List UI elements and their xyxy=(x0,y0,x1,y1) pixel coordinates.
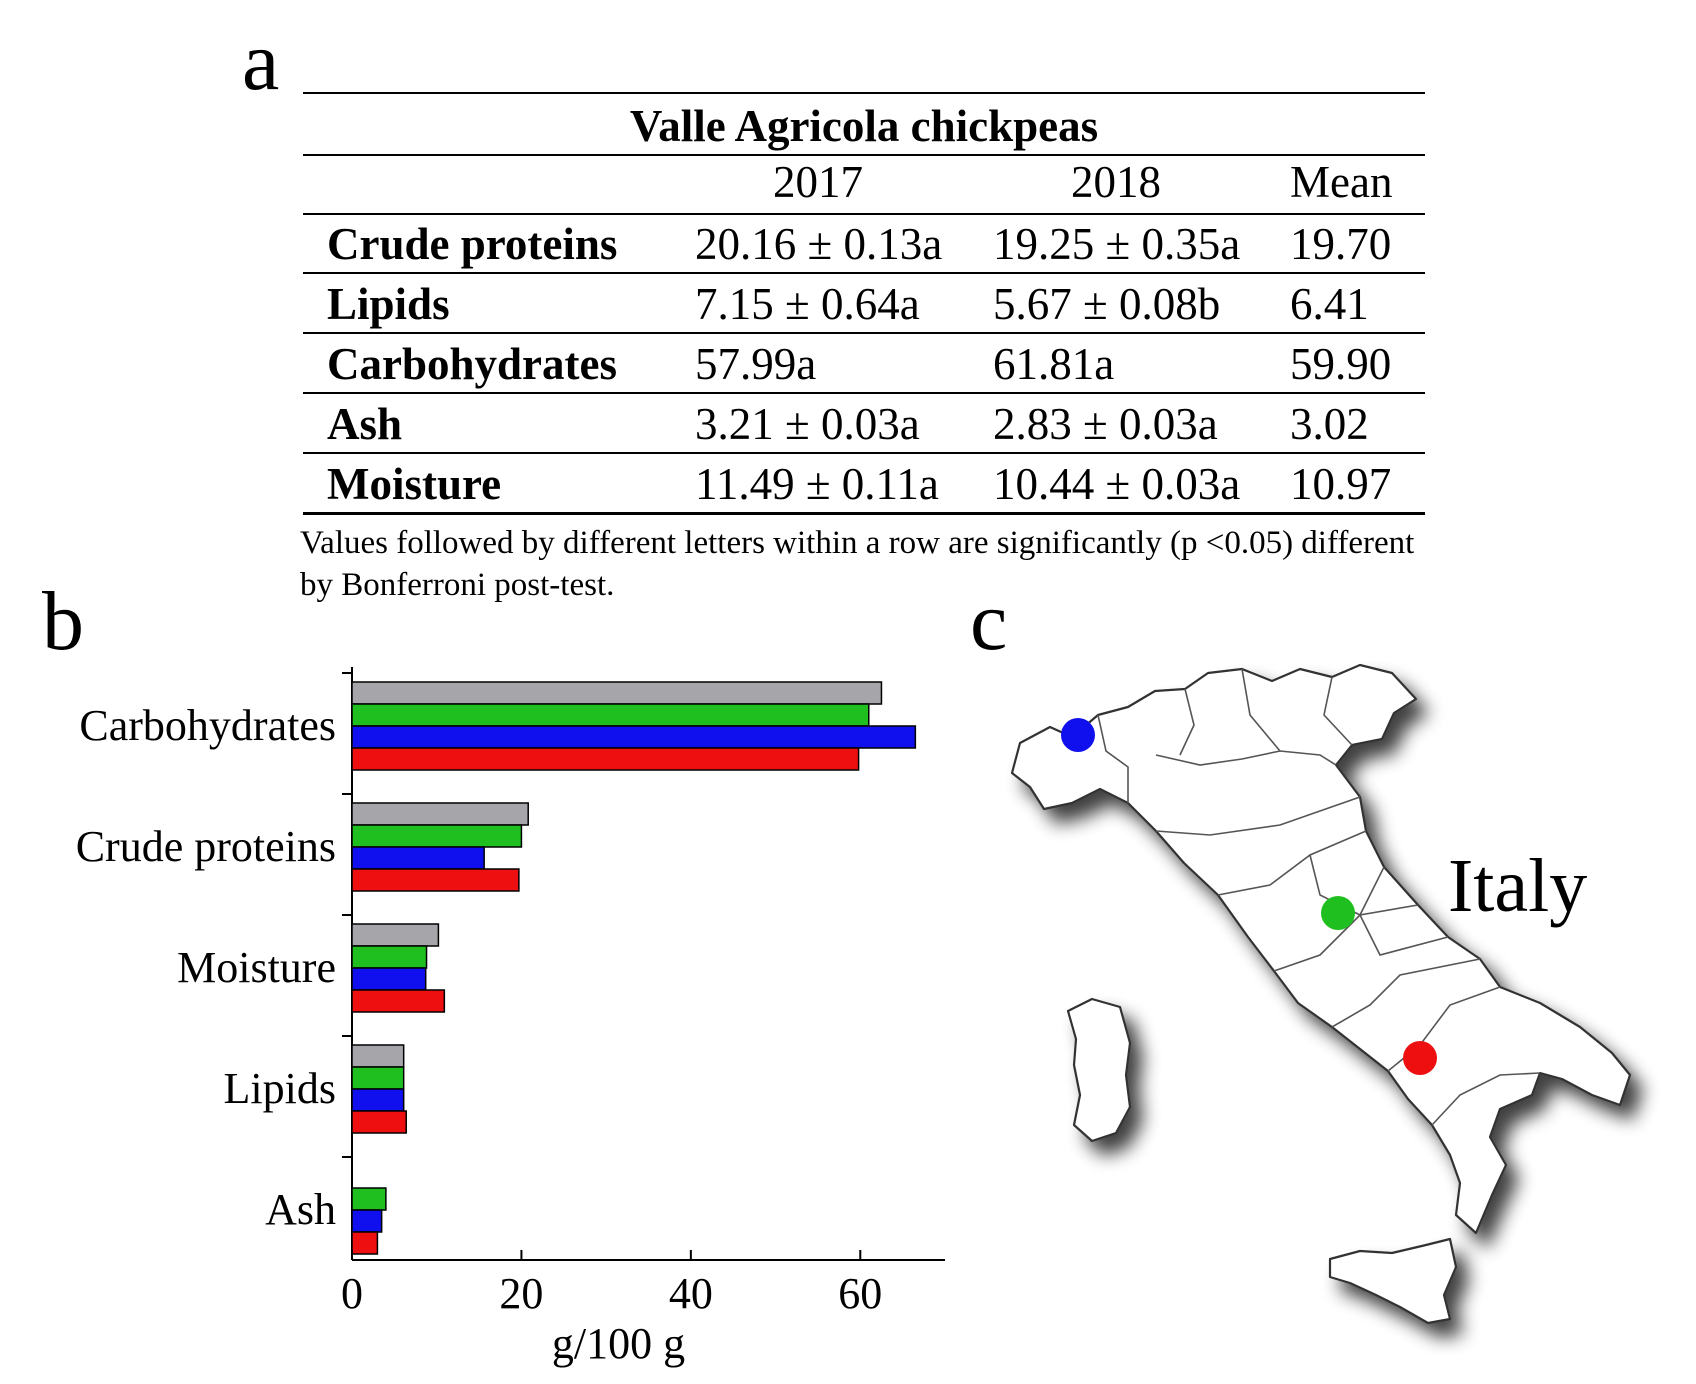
row-label: Crude proteins xyxy=(327,219,618,269)
region-border xyxy=(1217,830,1367,896)
region-border xyxy=(1097,714,1129,803)
mainland-outline xyxy=(1010,663,1632,1235)
composition-table: Valle Agricola chickpeas 2017 2018 Mean … xyxy=(303,92,1425,522)
table-cell: 3.02 xyxy=(1290,399,1369,449)
table-cell: 19.70 xyxy=(1290,219,1392,269)
table-cell: 20.16 ± 0.13a xyxy=(695,219,943,269)
table-cell: 6.41 xyxy=(1290,279,1369,329)
table-footnote: Values followed by different letters wit… xyxy=(300,525,1415,603)
table-cell: 10.44 ± 0.03a xyxy=(993,459,1241,509)
bar-chart: Carbohydrates Crude proteins Moisture Lipid… xyxy=(76,667,945,1368)
table-top-rule xyxy=(303,92,1425,94)
row-label: Ash xyxy=(327,399,403,449)
column-header-2018: 2018 xyxy=(1071,157,1161,207)
category-label: Carbohydrates xyxy=(79,701,336,750)
region-border xyxy=(1155,750,1337,766)
map-marker-green xyxy=(1321,896,1355,930)
row-label: Carbohydrates xyxy=(327,339,617,389)
region-border xyxy=(1431,1072,1541,1126)
region-border xyxy=(1323,676,1353,746)
table-rule xyxy=(303,154,1425,156)
bar xyxy=(351,923,440,947)
bar xyxy=(351,1209,383,1233)
bar xyxy=(351,1044,405,1068)
table-cell: 19.25 ± 0.35a xyxy=(993,219,1241,269)
table-rule xyxy=(303,332,1425,334)
panel-label-a: a xyxy=(242,15,280,108)
table-cell: 10.97 xyxy=(1290,459,1392,509)
region-border xyxy=(1331,958,1481,1028)
x-tick-label: 60 xyxy=(838,1269,882,1318)
italy-map xyxy=(1010,663,1632,1325)
map-marker-red xyxy=(1403,1041,1437,1075)
region-border xyxy=(1273,904,1419,972)
bar xyxy=(351,747,860,771)
bar xyxy=(351,1231,379,1255)
bar xyxy=(351,1187,387,1211)
panel-label-c: c xyxy=(970,575,1008,668)
region-border xyxy=(1179,688,1195,756)
bar xyxy=(351,1088,405,1112)
x-tick-label: 40 xyxy=(669,1269,713,1318)
region-border xyxy=(1359,914,1449,956)
table-cell: 2.83 ± 0.03a xyxy=(993,399,1218,449)
row-label: Lipids xyxy=(327,279,450,329)
table-cell: 3.21 ± 0.03a xyxy=(695,399,920,449)
table-rule xyxy=(303,392,1425,394)
bar xyxy=(351,989,446,1013)
category-label: Ash xyxy=(265,1185,336,1234)
map-marker-blue xyxy=(1061,718,1095,752)
x-tick-label: 20 xyxy=(499,1269,543,1318)
table-cell: 7.15 ± 0.64a xyxy=(695,279,920,329)
table-cell: 57.99a xyxy=(695,339,817,389)
bar xyxy=(351,868,520,892)
map-label: Italy xyxy=(1448,844,1588,928)
category-label: Moisture xyxy=(177,943,336,992)
bar xyxy=(351,967,427,991)
table-cell: 61.81a xyxy=(993,339,1115,389)
table-rule xyxy=(303,452,1425,454)
bar xyxy=(351,802,529,826)
table-cell: 5.67 ± 0.08b xyxy=(993,279,1221,329)
column-header-2017: 2017 xyxy=(773,157,863,207)
table-title: Valle Agricola chickpeas xyxy=(629,101,1099,151)
region-border xyxy=(1241,668,1281,752)
bar xyxy=(351,846,485,870)
row-label: Moisture xyxy=(327,459,502,509)
category-label: Crude proteins xyxy=(76,822,336,871)
bar xyxy=(351,1110,407,1134)
region-border xyxy=(1155,796,1361,836)
bar xyxy=(351,1066,405,1090)
table-rule xyxy=(303,272,1425,274)
bar xyxy=(351,703,870,727)
bar xyxy=(351,681,883,705)
sicily-outline xyxy=(1328,1237,1458,1325)
bar xyxy=(351,824,523,848)
table-cell: 11.49 ± 0.11a xyxy=(695,459,939,509)
bar xyxy=(351,945,428,969)
sardinia-outline xyxy=(1066,997,1132,1143)
bar xyxy=(351,725,917,749)
x-tick-label: 0 xyxy=(341,1269,363,1318)
panel-label-b: b xyxy=(42,575,84,668)
column-header-mean: Mean xyxy=(1290,157,1393,207)
table-bottom-rule xyxy=(303,512,1425,515)
table-rule xyxy=(303,213,1425,215)
x-axis-title: g/100 g xyxy=(552,1319,685,1368)
category-label: Lipids xyxy=(224,1064,336,1113)
table-cell: 59.90 xyxy=(1290,339,1392,389)
